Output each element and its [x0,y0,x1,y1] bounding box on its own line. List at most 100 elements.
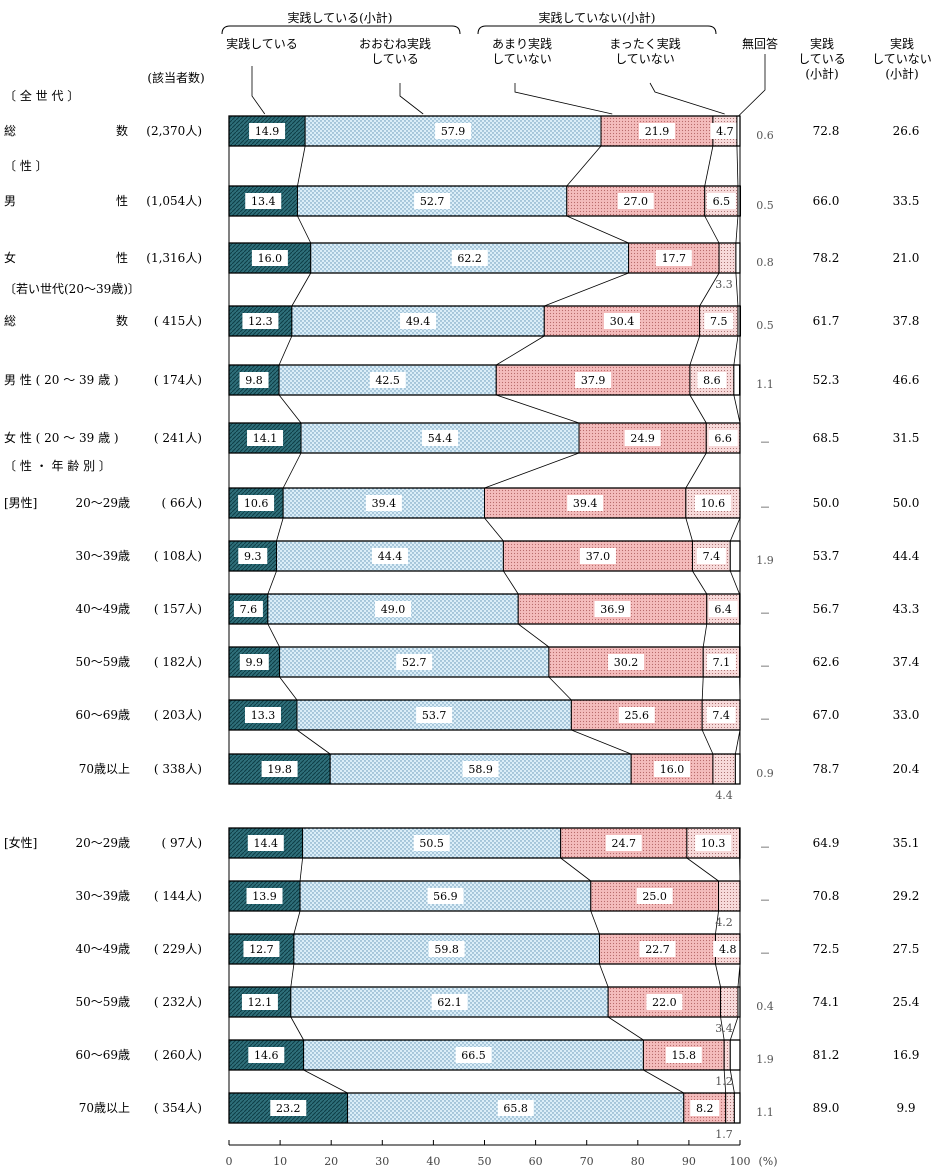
no-answer-value: 1.9 [756,554,774,567]
x-tick-label: 20 [324,1155,338,1168]
segment-label: 7.4 [703,550,721,563]
connector-line [599,963,609,988]
segment-label: 12.7 [249,943,274,956]
connector-line [735,272,739,307]
segment-label-bg [431,994,468,1010]
segment-label-bg [244,707,281,723]
segment-label-bg [427,888,464,904]
segment-label: 6.5 [713,195,731,208]
respondent-count: ( 260人) [154,1048,202,1062]
segment-label: 7.1 [713,656,731,669]
bar-row: 男 性 (1,054人) 13.4 52.7 27.0 6.5 0.5 66.0 33.5 [4,185,919,217]
respondent-count: (2,370人) [146,124,202,138]
no-answer-value: － [760,436,771,449]
segment-label: 7.6 [240,603,258,616]
segment-label-bg [713,941,743,957]
segment-label: 16.0 [660,763,685,776]
bar-row: 総 数 ( 415人) 12.3 49.4 30.4 7.5 0.5 61.7 37.8 [4,305,919,337]
subtotal-header-practicing: (小計) [805,66,838,81]
small-segment-value: 3.3 [715,278,733,291]
connector-line [692,570,708,595]
bar-outline [228,422,741,454]
subtotal-header-not-practicing: していない [872,52,932,66]
group-label: [男性] [4,496,37,510]
chart-rows: 〔 全 世 代 〕総数 (2,370人) 14.9 57.9 21.9 4.7 0.6 72.… [4,88,920,1141]
connector-line [296,729,331,755]
segment-label: 14.9 [255,125,280,138]
connector-line [733,335,739,366]
bar-segment-s5 [733,364,740,396]
connector-line [735,215,739,244]
no-answer-value: 0.5 [756,199,774,212]
row-label: 40～49歳 [75,942,130,956]
bar-segment-s5 [729,540,741,572]
segment-label-bg [455,1047,492,1063]
legend-leader-s5 [738,54,766,117]
bar-segment-s4 [725,1092,735,1124]
segment-label: 65.8 [503,1102,528,1115]
connector-frame [228,677,741,700]
no-answer-value: － [760,713,771,726]
segment-label: 30.4 [610,315,635,328]
connector-line [290,963,295,988]
subtotal-practicing: 67.0 [813,708,840,722]
no-answer-value: － [760,947,771,960]
segment-label-bg [435,123,472,139]
segment-label: 62.1 [437,996,462,1009]
connector-frame [228,571,741,594]
connector-line [729,1069,735,1094]
respondent-count: ( 232人) [154,995,202,1009]
segment-label: 57.9 [441,125,466,138]
segment-label-bg [239,372,269,388]
subtotal-header-not-practicing: (小計) [885,66,918,81]
connector-line [689,335,701,366]
bar-outline [228,115,741,147]
row-label: 20～29歳 [75,836,130,850]
no-answer-value: 0.5 [756,319,774,332]
segment-label: 13.4 [251,195,276,208]
row-label: 70歳以上 [79,762,130,776]
no-answer-value: 0.6 [756,129,774,142]
connector-line [548,676,572,701]
connector-frame [228,911,741,934]
x-tick-label: 90 [682,1155,696,1168]
legend-label-s4: まったく実践 [609,36,681,51]
connector-line [267,570,277,595]
segment-label: 58.9 [468,763,493,776]
subtotal-practicing: 64.9 [813,836,840,850]
segment-label-bg [422,430,459,446]
connector-frame [228,453,741,488]
count-header: (該当者数) [147,70,204,85]
no-answer-value: 0.8 [756,256,774,269]
row-label: 総 [4,124,16,138]
segment-label-bg [638,123,675,139]
legend-label-s5: 無回答 [742,36,778,51]
segment-label: 24.9 [630,432,655,445]
connector-line [303,1069,348,1094]
connector-line [590,910,600,935]
segment-label: 19.8 [267,763,292,776]
group-label: [女性] [4,835,37,850]
connector-line [729,517,741,542]
respondent-count: ( 66人) [162,496,202,510]
connector-line [571,729,632,755]
segment-label: 7.5 [710,315,728,328]
subtotal-practicing: 72.8 [813,124,840,138]
segment-label: 62.2 [457,252,482,265]
segment-label: 10.3 [701,837,726,850]
row-label: 女 [4,250,16,265]
connector-line [685,517,693,542]
legend-label-s3: していない [492,52,552,66]
row-label: 60～69歳 [75,1048,130,1062]
row-label: 50～59歳 [75,995,130,1009]
connector-line [702,623,708,648]
bar-segment-s5 [729,1039,741,1071]
segment-label: 4.7 [716,125,734,138]
subtotal-not-practicing: 25.4 [893,995,920,1009]
subtotal-header-not-practicing: 実践 [890,36,914,51]
no-answer-value: － [760,607,771,620]
subtotal-practicing: 89.0 [813,1101,840,1115]
segment-label-bg [704,313,734,329]
bar-outline [228,242,741,274]
